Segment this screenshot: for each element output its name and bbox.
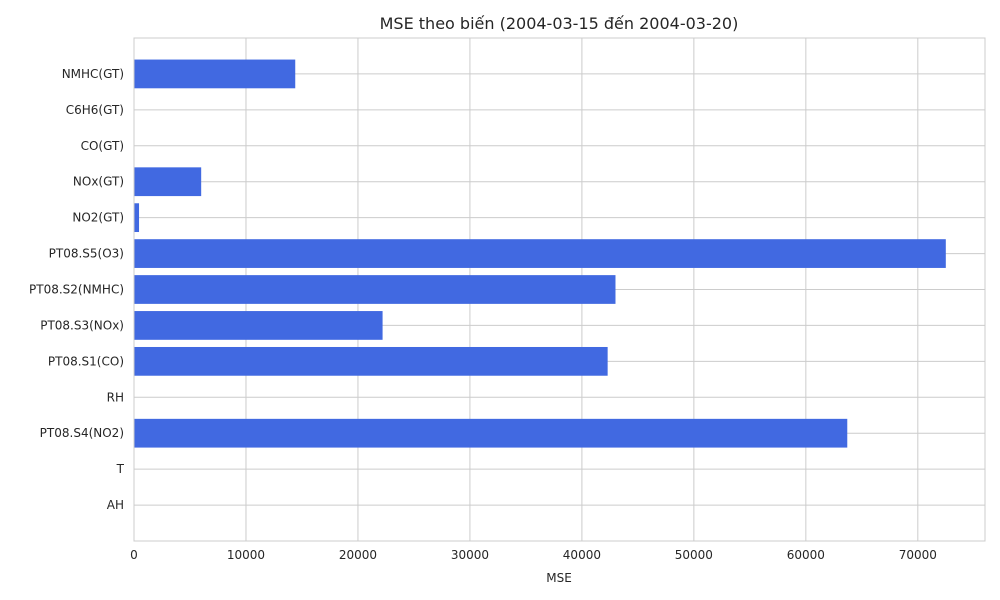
x-tick-label: 20000 (339, 548, 377, 562)
x-axis-label: MSE (546, 571, 572, 585)
y-tick-label: C6H6(GT) (66, 103, 124, 117)
y-tick-label: T (116, 462, 125, 476)
x-tick-labels: 0 10000 20000 30000 40000 50000 60000 70000 (130, 548, 937, 562)
y-tick-label: PT08.S1(CO) (48, 354, 124, 368)
x-tick-label: 70000 (899, 548, 937, 562)
bar (134, 239, 946, 268)
bar (134, 275, 616, 304)
x-tick-label: 0 (130, 548, 138, 562)
bar (134, 59, 296, 89)
bar (134, 311, 383, 340)
x-tick-label: 40000 (563, 548, 601, 562)
y-tick-label: RH (107, 390, 124, 404)
bar (134, 418, 848, 448)
plot-frame (133, 37, 986, 542)
x-tick-label: 50000 (675, 548, 713, 562)
y-tick-label: CO(GT) (81, 139, 124, 153)
x-tick-label: 30000 (451, 548, 489, 562)
x-tick-label: 60000 (787, 548, 825, 562)
bar (134, 203, 140, 233)
chart-title: MSE theo biến (2004-03-15 đến 2004-03-20… (380, 14, 739, 33)
bar (134, 167, 202, 197)
y-tick-labels: NMHC(GT) C6H6(GT) CO(GT) NOx(GT) NO2(GT) PT08… (29, 67, 125, 512)
y-tick-label: PT08.S3(NOx) (40, 318, 124, 332)
y-tick-label: PT08.S2(NMHC) (29, 283, 124, 297)
bars (134, 59, 946, 484)
y-tick-label: PT08.S5(O3) (49, 247, 124, 261)
y-tick-label: NO2(GT) (72, 211, 124, 225)
y-tick-label: NOx(GT) (73, 175, 124, 189)
bar (134, 346, 608, 376)
y-tick-label: NMHC(GT) (62, 67, 124, 81)
y-tick-label: PT08.S4(NO2) (40, 426, 124, 440)
x-tick-label: 10000 (227, 548, 265, 562)
y-tick-label: AH (107, 498, 124, 512)
